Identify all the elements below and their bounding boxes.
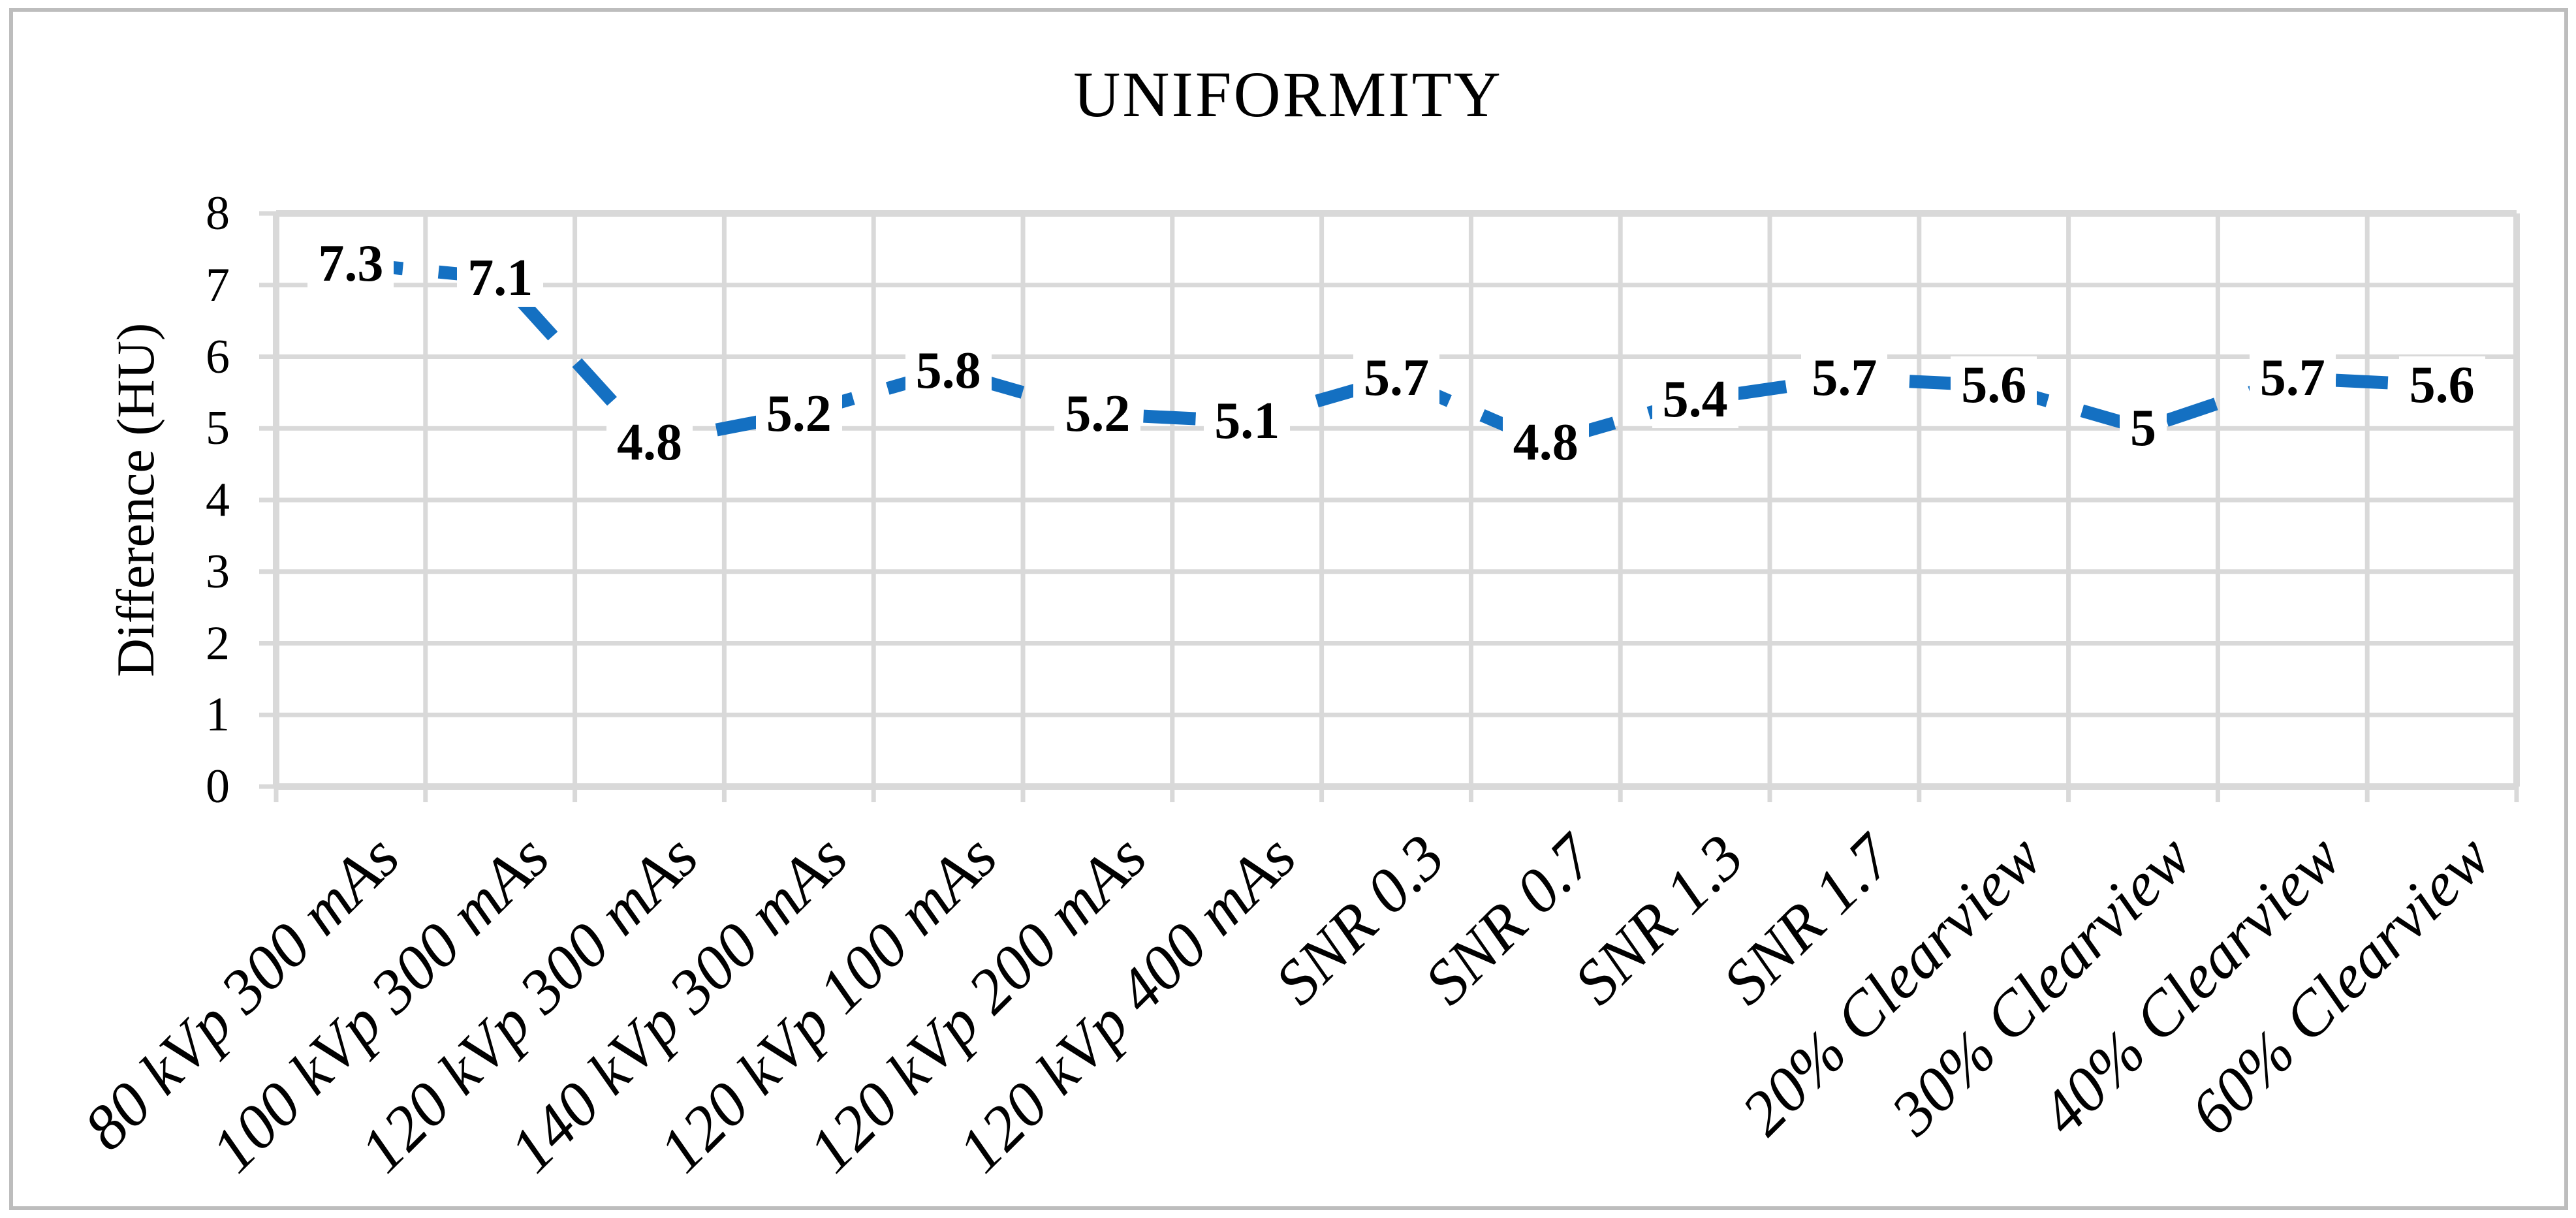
data-label: 4.8 xyxy=(1502,414,1589,472)
y-tick-label: 6 xyxy=(206,330,230,384)
figure-border xyxy=(9,8,2568,1210)
data-label: 5.7 xyxy=(1801,349,1888,407)
data-label: 5 xyxy=(2120,399,2167,458)
y-tick-label: 5 xyxy=(206,401,230,456)
data-label: 5.2 xyxy=(1054,385,1141,443)
y-tick-label: 7 xyxy=(206,258,230,312)
chart-title: UNIFORMITY xyxy=(1073,58,1503,131)
data-label: 5.6 xyxy=(2398,356,2485,414)
data-label: 7.1 xyxy=(457,249,544,307)
axis-ticks xyxy=(259,211,2519,802)
data-label: 5.7 xyxy=(1353,349,1439,407)
gridlines xyxy=(273,210,2520,790)
y-tick-label: 4 xyxy=(206,473,230,527)
data-label: 5.8 xyxy=(905,342,992,400)
data-label: 5.7 xyxy=(2249,349,2336,407)
data-line-series xyxy=(350,257,2443,450)
data-label: 5.1 xyxy=(1204,392,1291,450)
y-tick-label: 0 xyxy=(206,760,230,813)
y-tick-label: 3 xyxy=(206,544,230,599)
y-tick-label: 8 xyxy=(206,187,230,240)
y-tick-label: 1 xyxy=(206,688,230,742)
data-label: 5.2 xyxy=(755,385,842,443)
data-label: 7.3 xyxy=(307,234,394,292)
data-label: 4.8 xyxy=(606,414,693,472)
y-tick-label: 2 xyxy=(206,616,230,670)
data-label: 5.4 xyxy=(1652,371,1738,429)
data-label: 5.6 xyxy=(1951,356,2037,414)
